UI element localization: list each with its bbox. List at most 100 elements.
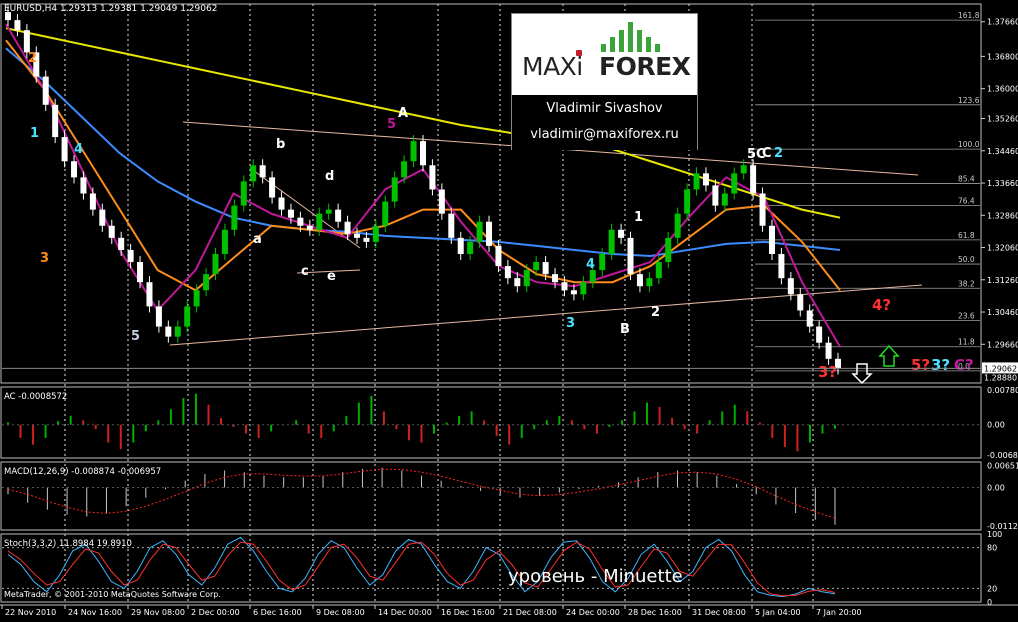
candle-body: [816, 326, 823, 343]
moving-average-line: [5, 39, 841, 292]
wave-label: C?: [954, 356, 974, 374]
candle-body: [702, 173, 709, 186]
candle-body: [495, 245, 502, 267]
candle-body: [80, 177, 87, 194]
candle-body: [618, 229, 625, 238]
stoch-line: [7, 541, 836, 597]
candle-body: [721, 193, 728, 206]
fib-level-label: 11.8: [958, 338, 975, 347]
fib-level-label: 85.4: [958, 174, 975, 183]
candle-body: [533, 262, 540, 271]
time-tick-label: 6 Dec 16:00: [253, 608, 302, 617]
wave-label: 2: [651, 305, 660, 320]
candle-body: [684, 189, 691, 214]
ac-tick-label: 0.00780: [987, 386, 1018, 395]
candle-body: [712, 185, 719, 206]
fib-level-label: 61.8: [958, 231, 975, 240]
wave-label: 2: [774, 146, 783, 161]
candle-body: [542, 262, 549, 275]
fib-level-label: 100.0: [958, 140, 980, 149]
candle-body: [570, 290, 577, 295]
candle-body: [174, 326, 181, 337]
trendline: [169, 284, 923, 346]
candle-body: [636, 274, 643, 287]
candle-body: [391, 177, 398, 202]
candle-body: [787, 278, 794, 295]
brand-logo: MAXi FOREX: [522, 22, 692, 81]
price-tick-label: 1.30460: [987, 308, 1018, 317]
candle-body: [212, 253, 219, 275]
ac-tick-label: -0.00684: [987, 451, 1018, 460]
ac-tick-label: 0.00: [987, 421, 1005, 430]
copyright-text: MetaTrader, © 2001-2010 MetaQuotes Softw…: [4, 590, 221, 599]
candle-body: [561, 282, 568, 291]
candle-body: [448, 213, 455, 238]
down-arrow-icon: [851, 363, 873, 385]
fib-level-label: 123.6: [958, 96, 980, 105]
candle-body: [118, 237, 125, 250]
wave-label: C: [762, 146, 772, 161]
candle-body: [655, 262, 662, 279]
wave-label: c: [301, 264, 309, 279]
wave-label: 5?: [911, 356, 930, 374]
candle-body: [108, 225, 115, 238]
candle-body: [552, 274, 559, 283]
wave-label: a: [253, 232, 262, 247]
candle-body: [429, 165, 436, 190]
price-tick-label: 1.37660: [987, 18, 1018, 27]
candle-body: [759, 193, 766, 226]
candle-body: [165, 326, 172, 337]
time-tick-label: 28 Dec 16:00: [628, 608, 682, 617]
candle-body: [278, 197, 285, 210]
author-info-box: MAXi FOREX Vladimir Sivashov vladimir@ma…: [511, 13, 698, 150]
author-email[interactable]: vladimir@maxiforex.ru: [530, 127, 679, 142]
fib-level-label: 38.2: [958, 279, 975, 288]
wave-label: e: [327, 269, 336, 284]
ac-panel: AC -0.0008572 0.00780 0.00 -0.00684: [2, 386, 1018, 460]
time-tick-label: 21 Dec 08:00: [503, 608, 557, 617]
candle-body: [778, 253, 785, 279]
candle-body: [240, 181, 247, 206]
panel-frame: [0, 3, 982, 384]
candle-body: [731, 173, 738, 194]
wave-label: 5C: [747, 147, 766, 162]
fib-level-label: 23.6: [958, 312, 975, 321]
time-tick-label: 24 Nov 16:00: [68, 608, 122, 617]
stoch-tick-label: 20: [987, 584, 997, 593]
candle-body: [693, 173, 700, 190]
price-tick-label: 1.35260: [987, 115, 1018, 124]
wave-label: d: [325, 169, 334, 184]
candle-body: [316, 213, 323, 230]
wave-label: 4: [74, 142, 83, 157]
wave-label: 3: [566, 316, 575, 331]
candle-body: [137, 262, 144, 283]
candle-body: [467, 241, 474, 254]
candle-body: [52, 104, 59, 138]
fib-level-label: 50.0: [958, 255, 975, 264]
author-block: Vladimir Sivashov vladimir@maxiforex.ru: [512, 95, 697, 150]
candle-body: [806, 310, 813, 327]
last-price-label: 1.29062: [984, 364, 1017, 373]
candle-body: [269, 177, 276, 198]
candle-body: [599, 253, 606, 271]
candle-body: [476, 221, 483, 242]
logo-dot: [576, 50, 582, 56]
candle-body: [363, 237, 370, 242]
time-tick-label: 9 Dec 08:00: [316, 608, 365, 617]
moving-averages: [5, 23, 841, 348]
wave-label: 5: [387, 117, 396, 132]
time-tick-label: 24 Dec 00:00: [566, 608, 620, 617]
time-tick-label: 14 Dec 00:00: [378, 608, 432, 617]
macd-tick-label: 0.00: [987, 484, 1005, 493]
candle-body: [372, 225, 379, 242]
fib-level-label: 161.8: [958, 11, 980, 20]
macd-panel: MACD(12,26,9) -0.008874 -0.006957 0.00651…: [2, 461, 1018, 531]
price-tick-label: 1.32860: [987, 211, 1018, 220]
fib-level-label: 76.4: [958, 197, 975, 206]
candle-body: [646, 278, 653, 287]
stoch-tick-label: 100: [987, 530, 1002, 539]
wave-label: 4: [586, 257, 595, 272]
wave-label: 3: [40, 251, 49, 266]
candle-body: [401, 161, 408, 178]
